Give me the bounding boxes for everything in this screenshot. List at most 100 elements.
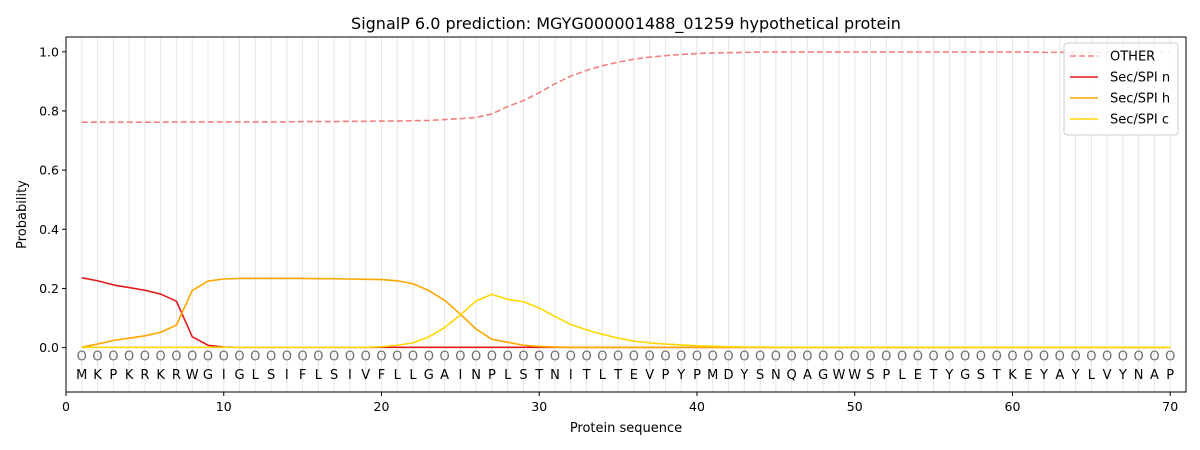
prediction-label: O [928, 350, 938, 365]
residue-label: Y [944, 368, 953, 383]
legend-label: Sec/SPI c [1110, 113, 1169, 128]
prediction-label: O [424, 350, 434, 365]
residue-label: I [569, 368, 573, 383]
prediction-label: O [1165, 350, 1175, 365]
residue-label: G [818, 368, 828, 383]
residue-label: I [222, 368, 226, 383]
residue-label: V [645, 368, 654, 383]
prediction-label: O [471, 350, 481, 365]
residue-label: A [440, 368, 449, 383]
prediction-label: O [755, 350, 765, 365]
residue-label: T [613, 368, 622, 383]
residue-label: V [361, 368, 370, 383]
residue-label: G [203, 368, 213, 383]
series-line-sec-spi-h [81, 277, 1171, 349]
x-tick-label: 70 [1162, 399, 1178, 414]
y-tick-label: 0.0 [39, 340, 59, 355]
series-line-sec-spi-n [81, 277, 1171, 349]
residue-label: L [504, 368, 512, 383]
residue-label: R [140, 368, 149, 383]
series-line-other [81, 51, 1171, 123]
residue-label: K [93, 368, 102, 383]
prediction-label: O [234, 350, 244, 365]
legend-box [1063, 42, 1179, 136]
y-tick-label: 1.0 [39, 44, 59, 59]
prediction-label: O [708, 350, 718, 365]
prediction-label: O [771, 350, 781, 365]
prediction-label: O [392, 350, 402, 365]
residue-label: I [285, 368, 289, 383]
y-tick-label: 0.2 [39, 281, 59, 296]
x-tick-label: 50 [847, 399, 863, 414]
series-line-sec-spi-c [81, 293, 1171, 349]
prediction-label: O [361, 350, 371, 365]
residue-label: E [1024, 368, 1032, 383]
residue-label: W [848, 368, 861, 383]
prediction-label: O [1102, 350, 1112, 365]
prediction-label: O [566, 350, 576, 365]
x-tick-label: 0 [62, 399, 70, 414]
prediction-label: O [77, 350, 87, 365]
residue-label: R [172, 368, 181, 383]
prediction-label: O [1023, 350, 1033, 365]
residue-label: M [707, 368, 718, 383]
prediction-label: O [597, 350, 607, 365]
x-tick-label: 20 [374, 399, 390, 414]
prediction-label: O [298, 350, 308, 365]
residue-label: D [724, 368, 734, 383]
legend-label: Sec/SPI n [1110, 71, 1170, 86]
prediction-label: O [1039, 350, 1049, 365]
residue-label: I [458, 368, 462, 383]
residue-label: L [315, 368, 323, 383]
prediction-label: O [897, 350, 907, 365]
prediction-label: O [960, 350, 970, 365]
prediction-label: O [487, 350, 497, 365]
prediction-label: O [660, 350, 670, 365]
prediction-label: O [581, 350, 591, 365]
residue-label: K [125, 368, 134, 383]
prediction-label: O [881, 350, 891, 365]
prediction-label: O [203, 350, 213, 365]
prediction-label: O [723, 350, 733, 365]
prediction-label: O [108, 350, 118, 365]
residue-label: L [1088, 368, 1096, 383]
residue-label: A [1150, 368, 1159, 383]
residue-label: Y [1039, 368, 1048, 383]
prediction-label: O [1055, 350, 1065, 365]
prediction-label: O [124, 350, 134, 365]
prediction-label: O [850, 350, 860, 365]
prediction-label: O [187, 350, 197, 365]
residue-label: L [599, 368, 607, 383]
prediction-label: O [692, 350, 702, 365]
residue-label: T [992, 368, 1001, 383]
residue-label: T [534, 368, 543, 383]
residue-label: M [76, 368, 87, 383]
residue-label: S [519, 368, 527, 383]
prediction-label: O [408, 350, 418, 365]
y-tick-label: 0.6 [39, 163, 59, 178]
prediction-label: O [787, 350, 797, 365]
residue-label: N [1134, 368, 1144, 383]
prediction-label: O [329, 350, 339, 365]
residue-label: V [1103, 368, 1112, 383]
x-tick-label: 10 [216, 399, 232, 414]
residue-label: G [234, 368, 244, 383]
residue-label: S [330, 368, 338, 383]
residue-label: N [771, 368, 781, 383]
prediction-label: O [503, 350, 513, 365]
prediction-label: O [818, 350, 828, 365]
residue-label: P [488, 368, 496, 383]
prediction-label: O [1086, 350, 1096, 365]
residue-label: E [914, 368, 922, 383]
prediction-label: O [282, 350, 292, 365]
residue-label: Y [739, 368, 748, 383]
residue-label: K [156, 368, 165, 383]
prediction-label: O [865, 350, 875, 365]
prediction-label: O [645, 350, 655, 365]
residue-label: P [882, 368, 890, 383]
residue-label: T [929, 368, 938, 383]
y-axis-ticks: 0.0 0.2 0.4 0.6 0.8 1.0 [39, 44, 66, 355]
residue-label: P [662, 368, 670, 383]
residue-label: S [866, 368, 874, 383]
prediction-label: O [345, 350, 355, 365]
